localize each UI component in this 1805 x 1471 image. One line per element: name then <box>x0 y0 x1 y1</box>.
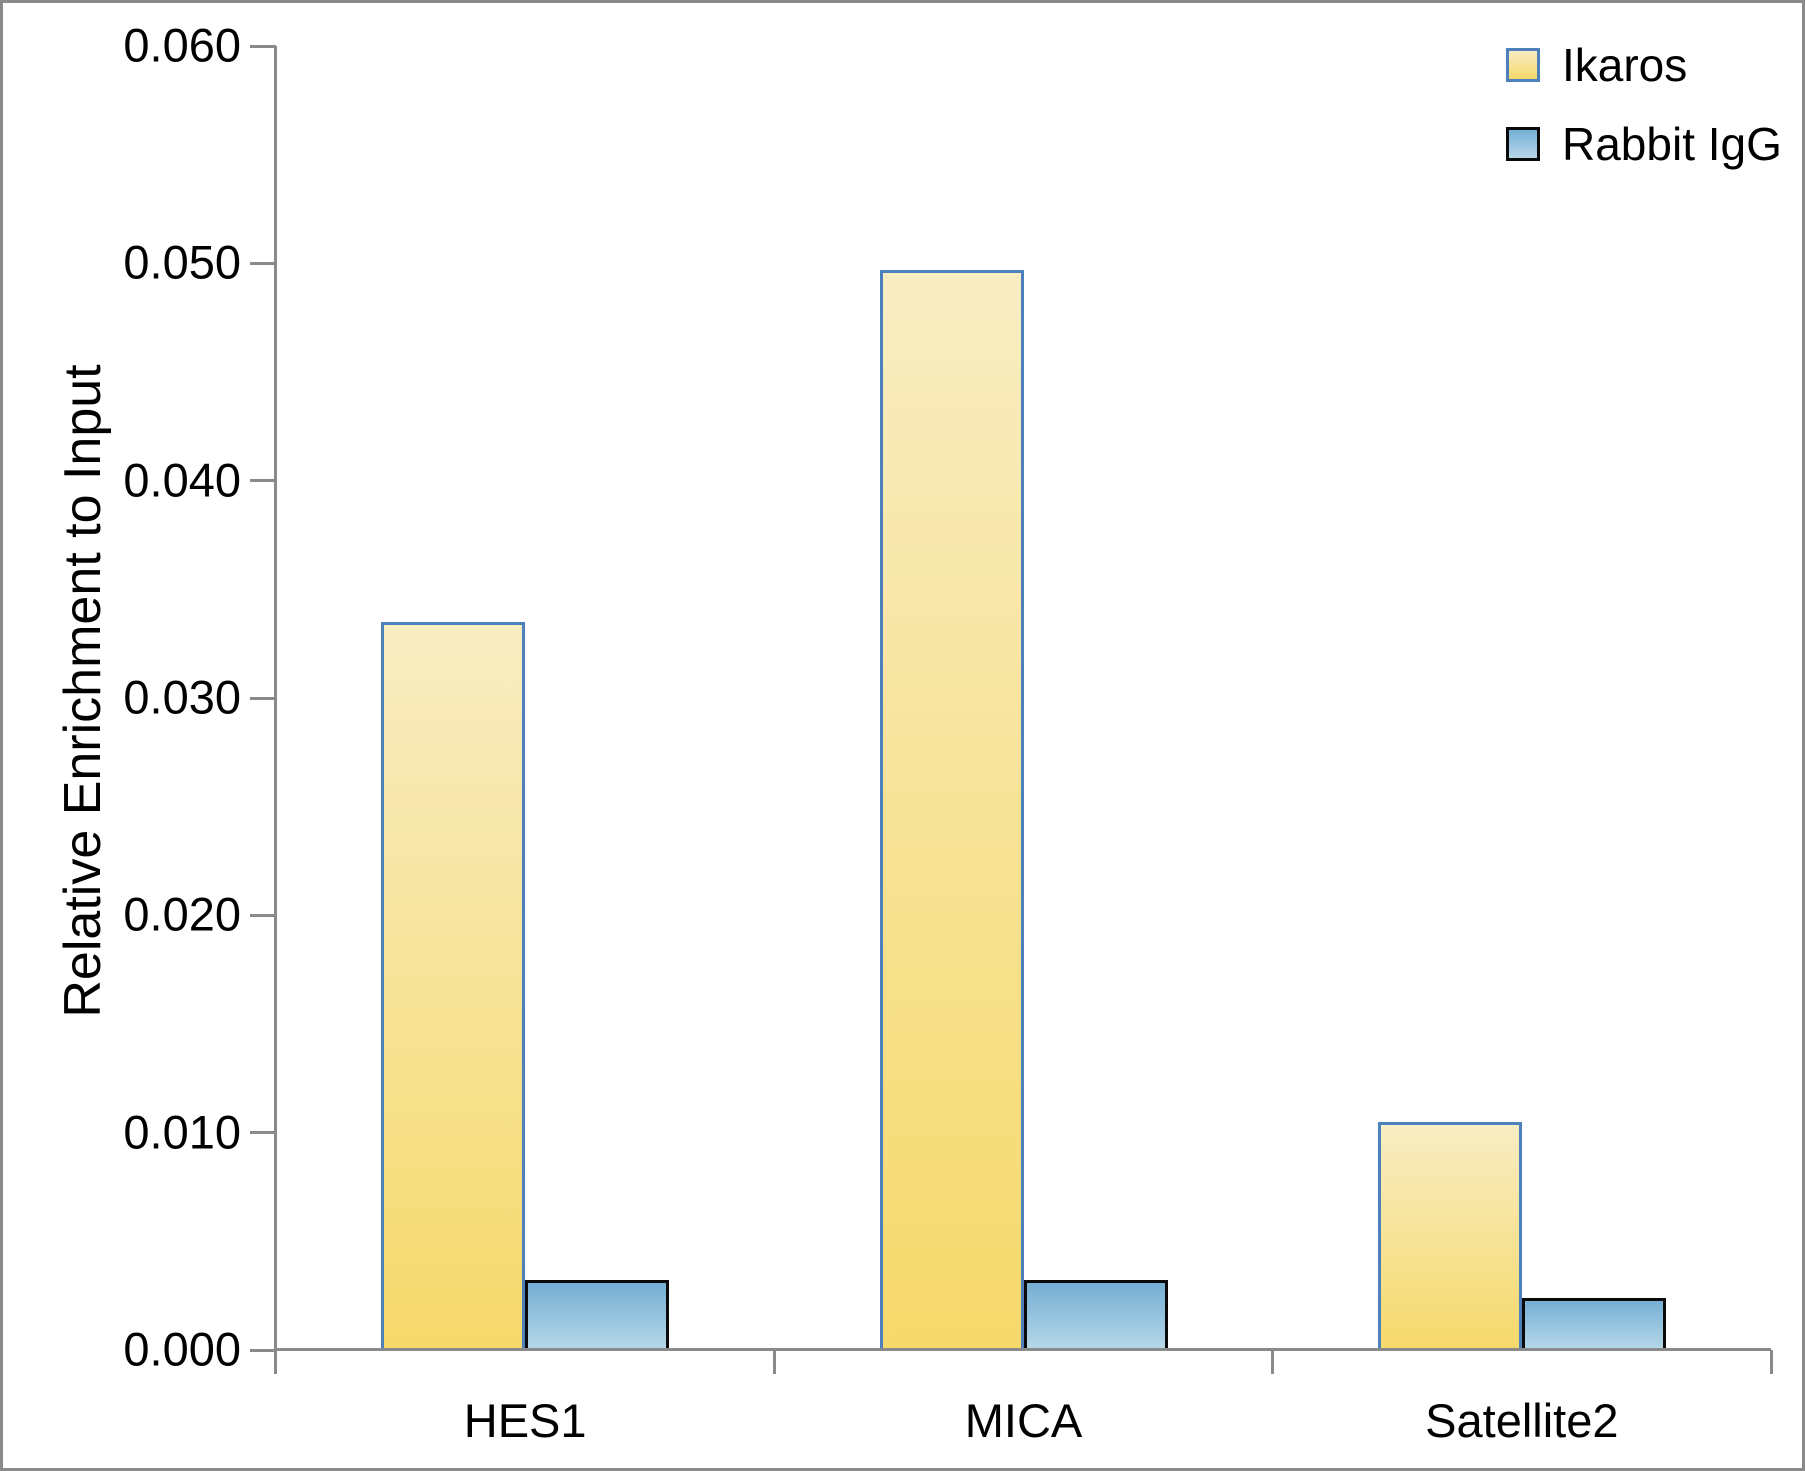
x-tick <box>1271 1350 1275 1374</box>
bar-ikaros-hes1 <box>381 621 526 1350</box>
legend-swatch-ikaros <box>1506 48 1540 82</box>
bar-ikaros-satellite2 <box>1377 1121 1522 1350</box>
y-axis-line <box>274 46 277 1374</box>
y-tick-label: 0.020 <box>123 887 241 941</box>
y-tick-label: 0.030 <box>123 670 241 724</box>
y-tick <box>250 1348 276 1352</box>
y-tick-label: 0.000 <box>123 1322 241 1376</box>
x-axis-line <box>274 1348 1771 1351</box>
x-tick <box>772 1350 776 1374</box>
legend: Ikaros Rabbit IgG <box>1506 39 1782 206</box>
y-tick <box>250 479 276 483</box>
y-tick <box>250 261 276 265</box>
y-tick-label: 0.040 <box>123 453 241 507</box>
legend-label-rabbit-igg: Rabbit IgG <box>1562 118 1782 170</box>
y-tick <box>250 44 276 48</box>
y-tick <box>250 696 276 700</box>
legend-swatch-rabbit-igg <box>1506 127 1540 161</box>
x-tick <box>1769 1350 1773 1374</box>
y-tick <box>250 1131 276 1135</box>
y-tick-label: 0.060 <box>123 18 241 72</box>
bar-rabbit-igg-mica <box>1023 1280 1168 1350</box>
legend-item-ikaros: Ikaros <box>1506 39 1782 91</box>
y-tick-label: 0.050 <box>123 235 241 289</box>
legend-label-ikaros: Ikaros <box>1562 39 1688 91</box>
legend-item-rabbit-igg: Rabbit IgG <box>1506 118 1782 170</box>
y-tick-label: 0.010 <box>123 1105 241 1159</box>
x-category-label-hes1: HES1 <box>463 1394 587 1447</box>
bar-ikaros-mica <box>879 269 1024 1350</box>
bar-rabbit-igg-hes1 <box>525 1280 670 1350</box>
y-tick <box>250 913 276 917</box>
bar-rabbit-igg-satellite2 <box>1521 1297 1666 1350</box>
x-category-label-satellite2: Satellite2 <box>1425 1394 1619 1447</box>
x-category-label-mica: MICA <box>964 1394 1083 1447</box>
